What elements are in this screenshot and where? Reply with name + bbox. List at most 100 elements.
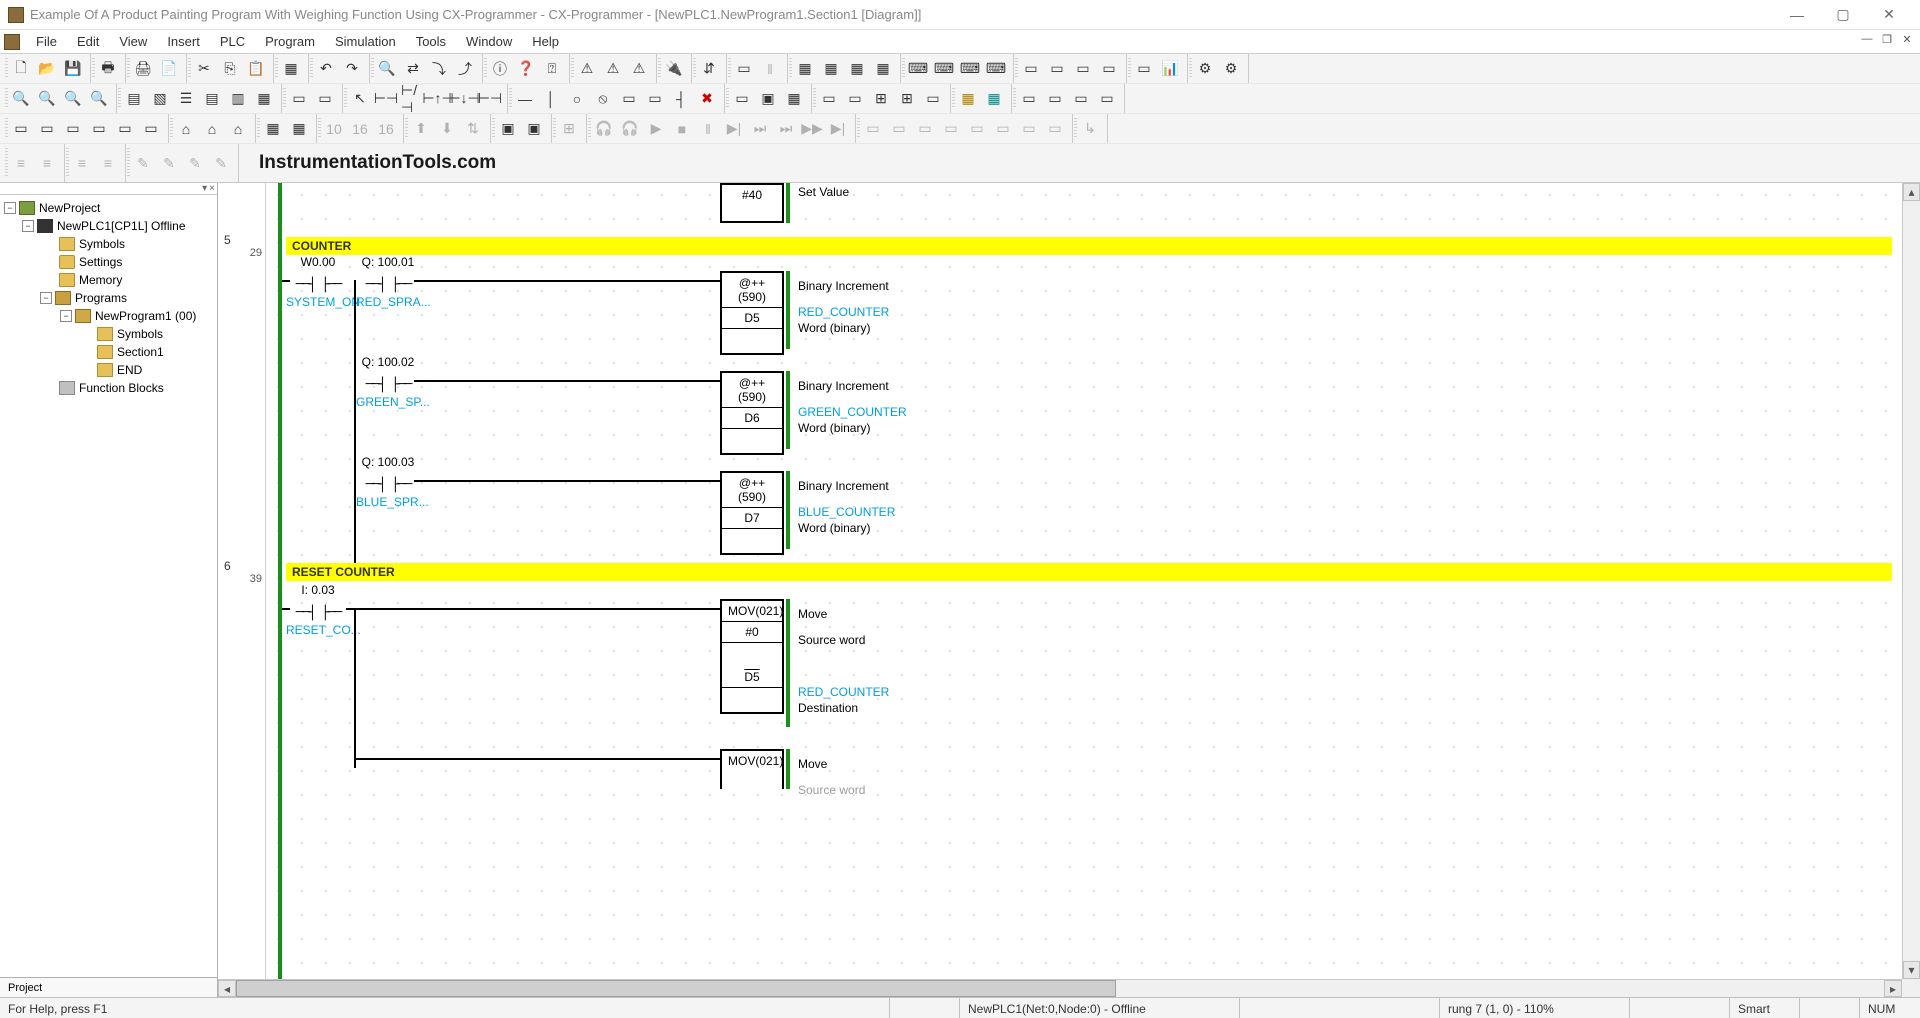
e2-icon[interactable]: ✎ xyxy=(157,151,181,175)
view7-icon[interactable]: ▭ xyxy=(287,87,311,111)
instr-red-inc[interactable]: @++(590) D5 xyxy=(720,271,784,355)
block1-icon[interactable]: ▭ xyxy=(730,87,754,111)
cursor-icon[interactable]: ↖ xyxy=(348,87,372,111)
s3-icon[interactable]: ▭ xyxy=(1069,87,1093,111)
tree-plc[interactable]: −NewPLC1[CP1L] Offline xyxy=(2,217,215,235)
win5-icon[interactable]: ▭ xyxy=(1132,57,1156,81)
view8-icon[interactable]: ▭ xyxy=(313,87,337,111)
close-button[interactable]: ✕ xyxy=(1866,1,1912,29)
tree-symbols[interactable]: Symbols xyxy=(2,235,215,253)
instr-top-partial[interactable]: #40 xyxy=(720,183,784,223)
redo-icon[interactable]: ↷ xyxy=(340,57,364,81)
e1-icon[interactable]: ✎ xyxy=(131,151,155,175)
g6-icon[interactable]: ▭ xyxy=(991,117,1015,141)
scroll-down-icon[interactable]: ▾ xyxy=(1903,961,1920,979)
open-icon[interactable]: 📂 xyxy=(35,57,59,81)
context-help-icon[interactable]: ⍰ xyxy=(540,57,564,81)
sidebar-tab-project[interactable]: Project xyxy=(0,977,217,997)
undo-icon[interactable]: ↶ xyxy=(314,57,338,81)
copy-icon[interactable]: ⎘ xyxy=(218,57,242,81)
contact-pd-icon[interactable]: ⊢↓⊣ xyxy=(452,87,476,111)
w4-icon[interactable]: ▭ xyxy=(87,117,111,141)
g7-icon[interactable]: ▭ xyxy=(1017,117,1041,141)
vline-icon[interactable]: │ xyxy=(539,87,563,111)
contact-no-icon[interactable]: ⊢⊣ xyxy=(374,87,398,111)
link-blue-counter[interactable]: BLUE_COUNTER xyxy=(798,505,895,519)
func2-icon[interactable]: ▭ xyxy=(643,87,667,111)
p1-icon[interactable]: ⌂ xyxy=(174,117,198,141)
p3-icon[interactable]: ⌂ xyxy=(226,117,250,141)
mdi-close-icon[interactable]: ✕ xyxy=(1898,32,1916,46)
coil-nc-icon[interactable]: ⦸ xyxy=(591,87,615,111)
menu-program[interactable]: Program xyxy=(255,31,325,52)
t5-icon[interactable]: ▭ xyxy=(921,87,945,111)
sidebar-dropdown-icon[interactable]: ▾ xyxy=(202,183,207,194)
s2-icon[interactable]: ▭ xyxy=(1043,87,1067,111)
save-icon[interactable]: 💾 xyxy=(61,57,85,81)
mdi-restore-icon[interactable]: ❐ xyxy=(1878,32,1896,46)
al4-icon[interactable]: ≡ xyxy=(96,151,120,175)
block2-icon[interactable]: ▣ xyxy=(756,87,780,111)
find-next-icon[interactable]: ⤵ xyxy=(427,57,451,81)
al2-icon[interactable]: ≡ xyxy=(35,151,59,175)
kbd1-icon[interactable]: ⌨ xyxy=(906,57,930,81)
block3-icon[interactable]: ▦ xyxy=(782,87,806,111)
t1-icon[interactable]: ▭ xyxy=(817,87,841,111)
paste-icon[interactable]: 📋 xyxy=(244,57,268,81)
win1-icon[interactable]: ▭ xyxy=(1019,57,1043,81)
grid2-icon[interactable]: ▦ xyxy=(819,57,843,81)
tree-newprogram[interactable]: −NewProgram1 (00) xyxy=(2,307,215,325)
tree-section1[interactable]: Section1 xyxy=(2,343,215,361)
warn1-icon[interactable]: ⚠ xyxy=(575,57,599,81)
menu-insert[interactable]: Insert xyxy=(157,31,210,52)
tbl2-icon[interactable]: ▦ xyxy=(287,117,311,141)
al3-icon[interactable]: ≡ xyxy=(70,151,94,175)
win2-icon[interactable]: ▭ xyxy=(1045,57,1069,81)
monitor-icon[interactable]: ▭ xyxy=(732,57,756,81)
new-icon[interactable]: 🗋 xyxy=(9,57,33,81)
warn3-icon[interactable]: ⚠ xyxy=(627,57,651,81)
tree-programs[interactable]: −Programs xyxy=(2,289,215,307)
scroll-thumb[interactable] xyxy=(236,980,1116,997)
trans-icon[interactable]: ⇅ xyxy=(461,117,485,141)
tree-end[interactable]: END xyxy=(2,361,215,379)
w1-icon[interactable]: ▭ xyxy=(9,117,33,141)
minimize-button[interactable]: — xyxy=(1774,1,1820,29)
view2-icon[interactable]: ▧ xyxy=(148,87,172,111)
sk1-icon[interactable]: ⏭ xyxy=(748,117,772,141)
mdi-minimize-icon[interactable]: — xyxy=(1858,32,1876,46)
al1-icon[interactable]: ≡ xyxy=(9,151,33,175)
contact-ex-icon[interactable]: ⊢⊣ xyxy=(478,87,502,111)
page-setup-icon[interactable]: 📄 xyxy=(157,57,181,81)
snd2-icon[interactable]: 🎧 xyxy=(618,117,642,141)
link-red-counter[interactable]: RED_COUNTER xyxy=(798,305,889,319)
g1-icon[interactable]: ▭ xyxy=(861,117,885,141)
menu-view[interactable]: View xyxy=(109,31,157,52)
sim1-icon[interactable]: ▦ xyxy=(956,87,980,111)
tool-b-icon[interactable]: ⚙ xyxy=(1219,57,1243,81)
coil-icon[interactable]: ○ xyxy=(565,87,589,111)
tbl1-icon[interactable]: ▦ xyxy=(261,117,285,141)
win3-icon[interactable]: ▭ xyxy=(1071,57,1095,81)
p2-icon[interactable]: ⌂ xyxy=(200,117,224,141)
func-icon[interactable]: ▭ xyxy=(617,87,641,111)
g5-icon[interactable]: ▭ xyxy=(965,117,989,141)
d2-icon[interactable]: 16 xyxy=(348,117,372,141)
view1-icon[interactable]: ▤ xyxy=(122,87,146,111)
menu-window[interactable]: Window xyxy=(456,31,522,52)
maximize-button[interactable]: ▢ xyxy=(1820,1,1866,29)
scroll-up-icon[interactable]: ▴ xyxy=(1903,183,1920,201)
tree-symbols2[interactable]: Symbols xyxy=(2,325,215,343)
w5-icon[interactable]: ▭ xyxy=(113,117,137,141)
menu-help[interactable]: Help xyxy=(522,31,569,52)
zoom-in-icon[interactable]: 🔍 xyxy=(35,87,59,111)
s1-icon[interactable]: ▭ xyxy=(1017,87,1041,111)
horizontal-scrollbar[interactable]: ◂ ▸ xyxy=(218,979,1902,997)
help-icon[interactable]: ❓ xyxy=(514,57,538,81)
zoom-sel-icon[interactable]: 🔍 xyxy=(87,87,111,111)
w2-icon[interactable]: ▭ xyxy=(35,117,59,141)
menu-edit[interactable]: Edit xyxy=(67,31,109,52)
grid1-icon[interactable]: ▦ xyxy=(793,57,817,81)
del-line-icon[interactable]: ✖ xyxy=(695,87,719,111)
menu-simulation[interactable]: Simulation xyxy=(325,31,406,52)
